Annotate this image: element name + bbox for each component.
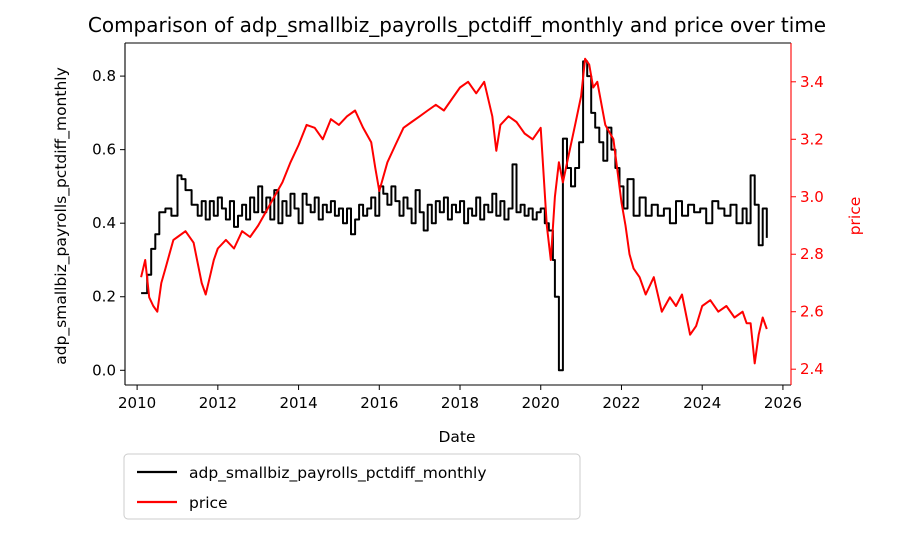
x-tick-label: 2026 xyxy=(764,394,802,412)
x-tick-label: 2018 xyxy=(441,394,479,412)
x-tick-label: 2016 xyxy=(360,394,398,412)
x-tick-label: 2014 xyxy=(279,394,317,412)
x-tick-label: 2010 xyxy=(118,394,156,412)
y-right-tick-label: 3.2 xyxy=(800,130,824,148)
x-axis-label: Date xyxy=(438,428,475,446)
legend: adp_smallbiz_payrolls_pctdiff_monthly pr… xyxy=(123,453,581,520)
x-tick-label: 2022 xyxy=(602,394,640,412)
plot-area xyxy=(140,57,768,372)
y-left-tick-label: 0.2 xyxy=(92,288,116,306)
y-right-tick-label: 2.4 xyxy=(800,360,824,378)
axes: 2010 2012 2014 2016 2018 2020 2022 2024 2026 0.0 0… xyxy=(92,42,824,412)
y-right-tick-label: 3.0 xyxy=(800,188,824,206)
legend-label-adp: adp_smallbiz_payrolls_pctdiff_monthly xyxy=(189,464,487,483)
series-lines xyxy=(140,57,768,372)
y-left-tick-label: 0.6 xyxy=(92,141,116,159)
x-tick-label: 2012 xyxy=(199,394,237,412)
legend-frame xyxy=(123,453,581,520)
y-axis-left-label: adp_smallbiz_payrolls_pctdiff_monthly xyxy=(52,67,71,365)
y-right-tick-label: 2.8 xyxy=(800,245,824,263)
series-line-price xyxy=(140,57,768,365)
y-right-tick-label: 3.4 xyxy=(800,73,824,91)
chart-title: Comparison of adp_smallbiz_payrolls_pctd… xyxy=(88,13,826,37)
series-line-adp xyxy=(141,60,768,372)
y-left-tick-label: 0.4 xyxy=(92,214,116,232)
x-tick-label: 2024 xyxy=(683,394,721,412)
y-left-tick-label: 0.0 xyxy=(92,361,116,379)
y-axis-right-label: price xyxy=(846,197,864,236)
y-left-tick-label: 0.8 xyxy=(92,67,116,85)
legend-label-price: price xyxy=(189,494,228,512)
x-tick-label: 2020 xyxy=(522,394,560,412)
y-right-tick-label: 2.6 xyxy=(800,303,824,321)
